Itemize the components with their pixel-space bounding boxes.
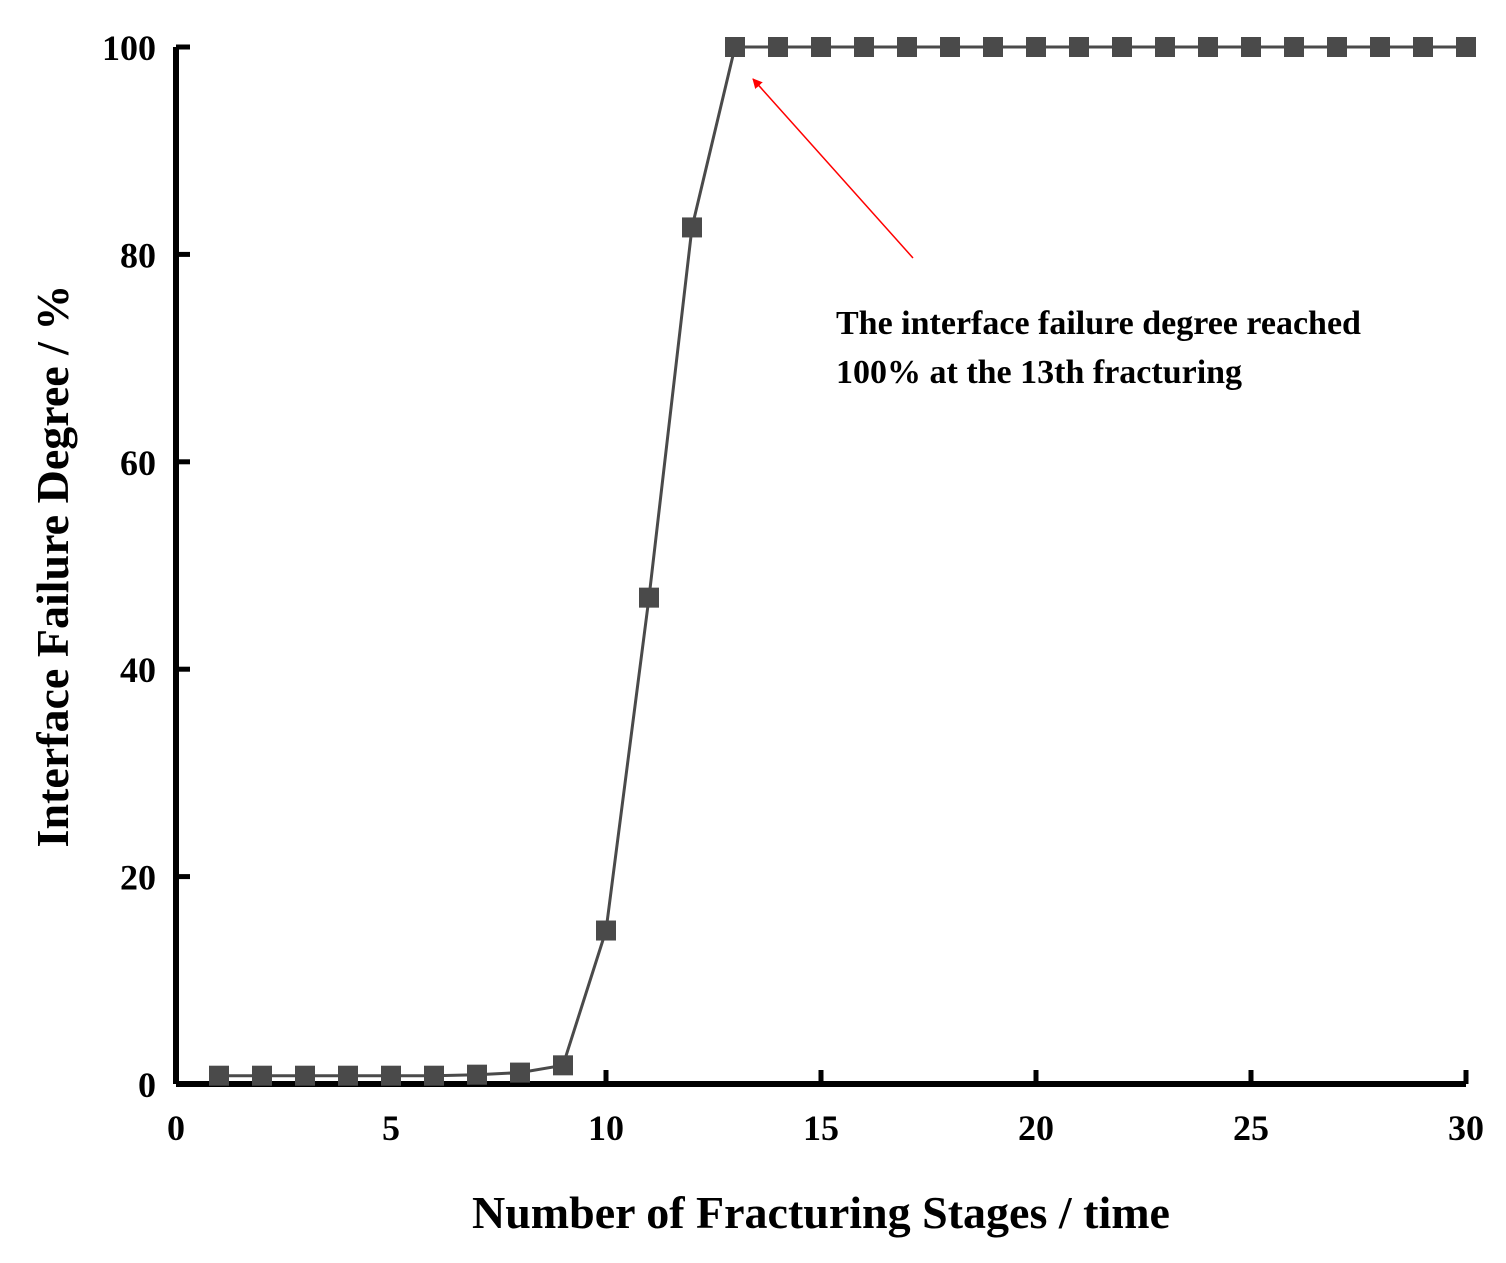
data-point [854, 37, 874, 57]
data-point [1327, 37, 1347, 57]
x-tick-label: 5 [382, 1108, 400, 1148]
data-point [596, 920, 616, 941]
series-line [219, 45, 1466, 1078]
y-axis-title: Interface Failure Degree / % [27, 285, 78, 848]
data-point [1284, 37, 1304, 57]
y-tick-label: 20 [120, 858, 156, 898]
data-point [510, 1062, 530, 1083]
data-point [1241, 37, 1261, 57]
y-tick-label: 0 [138, 1065, 156, 1105]
data-point [1198, 37, 1218, 57]
axes [173, 47, 1466, 1087]
data-point [209, 1065, 229, 1086]
annotation-line-1: The interface failure degree reached [836, 305, 1361, 342]
data-point [1370, 37, 1390, 57]
data-point [295, 1065, 315, 1086]
x-tick-label: 15 [803, 1108, 839, 1148]
data-point [940, 37, 960, 57]
data-point [897, 37, 917, 57]
data-point [639, 587, 659, 608]
data-point [983, 37, 1003, 57]
annotation: The interface failure degree reached 100… [752, 78, 1361, 391]
data-point [424, 1065, 444, 1086]
y-ticks: 0 20 40 60 80 100 [102, 28, 190, 1105]
data-point [725, 37, 745, 57]
x-tick-label: 20 [1018, 1108, 1054, 1148]
annotation-arrow [752, 78, 914, 259]
data-point [338, 1065, 358, 1086]
y-tick-label: 60 [120, 443, 156, 483]
x-axis-title: Number of Fracturing Stages / time [472, 1187, 1170, 1238]
x-ticks: 0 5 10 15 20 25 30 [167, 1070, 1484, 1148]
data-point [252, 1065, 272, 1086]
x-tick-label: 30 [1448, 1108, 1484, 1148]
x-tick-label: 0 [167, 1108, 185, 1148]
data-point [768, 37, 788, 57]
data-point [1155, 37, 1175, 57]
data-point [467, 1064, 487, 1085]
data-point [553, 1055, 573, 1076]
x-tick-label: 10 [588, 1108, 624, 1148]
data-point [1026, 37, 1046, 57]
data-point [682, 217, 702, 238]
data-point [381, 1065, 401, 1086]
series-layer [209, 37, 1476, 1086]
data-point [1112, 37, 1132, 57]
y-tick-label: 40 [120, 650, 156, 690]
y-tick-label: 100 [102, 28, 156, 68]
y-tick-label: 80 [120, 235, 156, 275]
data-point [1456, 37, 1476, 57]
x-tick-label: 25 [1233, 1108, 1269, 1148]
data-point [1413, 37, 1433, 57]
data-point [811, 37, 831, 57]
data-point [1069, 37, 1089, 57]
annotation-line-2: 100% at the 13th fracturing [836, 354, 1242, 391]
